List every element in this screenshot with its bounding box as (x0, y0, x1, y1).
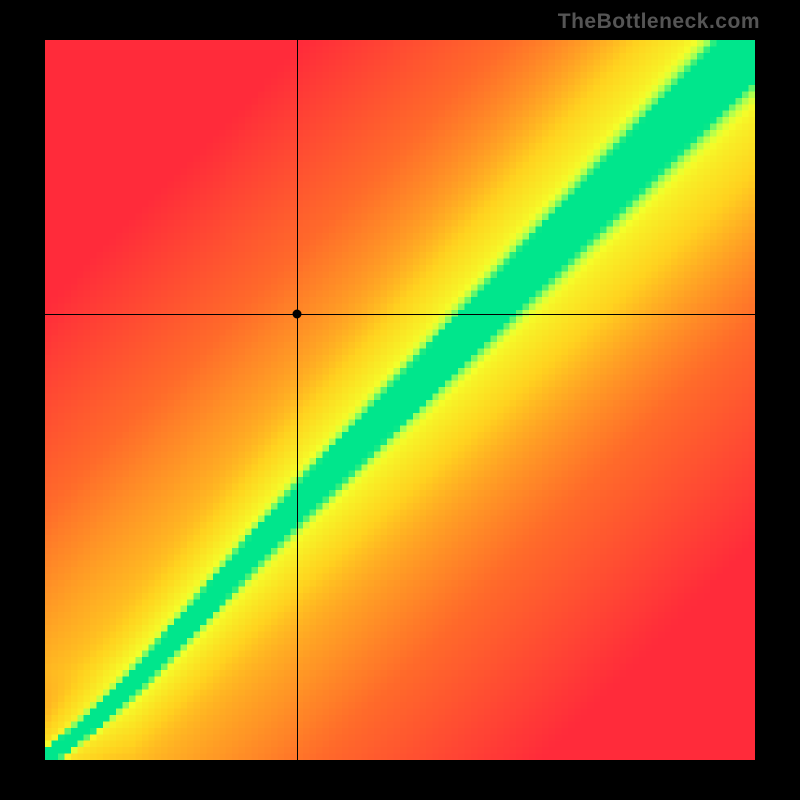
data-point (293, 309, 302, 318)
chart-container: { "watermark": { "text": "TheBottleneck.… (0, 0, 800, 800)
heatmap-plot (45, 40, 755, 760)
crosshair-horizontal (45, 314, 755, 315)
crosshair-vertical (297, 40, 298, 760)
watermark-text: TheBottleneck.com (558, 10, 760, 34)
heatmap-canvas (45, 40, 755, 760)
